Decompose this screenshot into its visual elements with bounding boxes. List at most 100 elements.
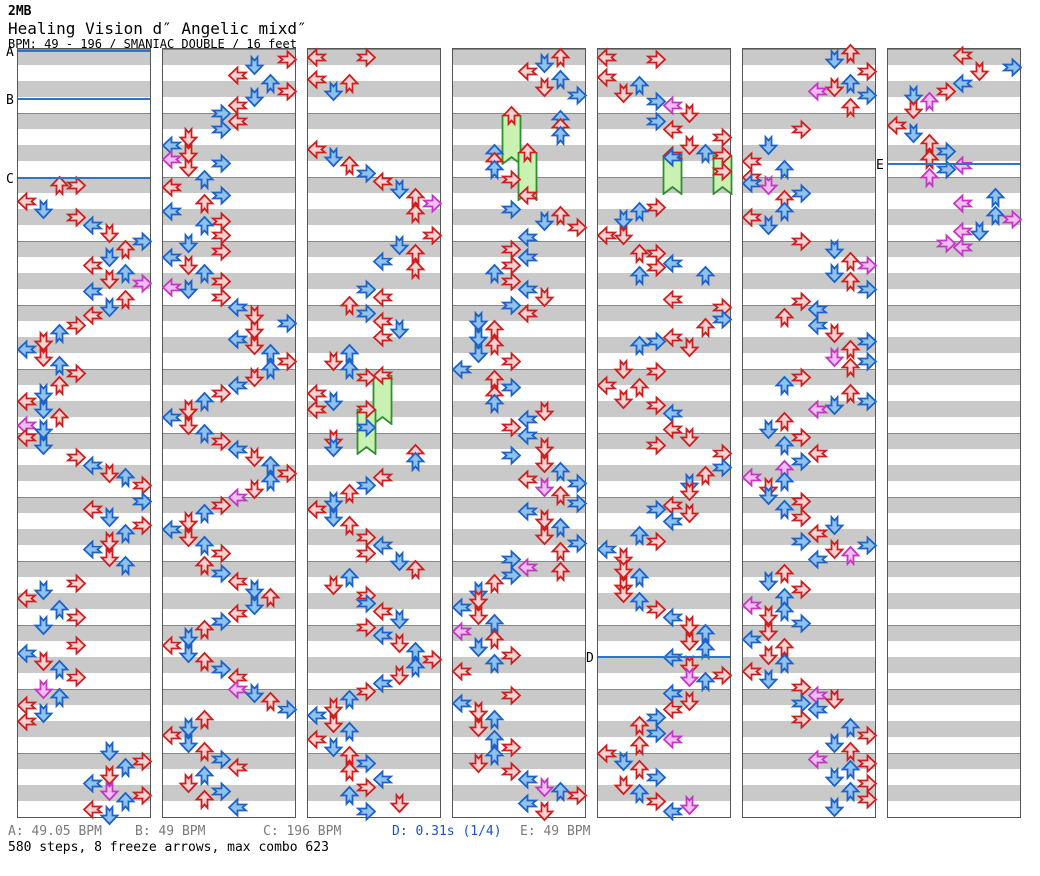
arrow-down-icon bbox=[32, 382, 54, 404]
arrow-down-icon bbox=[467, 716, 489, 738]
arrow-up-icon bbox=[840, 545, 861, 567]
arrow-up-icon bbox=[115, 555, 136, 577]
arrow-up-icon bbox=[629, 735, 650, 757]
arrow-down-icon bbox=[467, 310, 489, 332]
arrow-right-icon bbox=[131, 515, 153, 536]
arrow-left-icon bbox=[306, 139, 328, 160]
arrow-up-icon bbox=[695, 317, 716, 339]
arrow-down-icon bbox=[533, 436, 555, 458]
arrow-right-icon bbox=[65, 315, 87, 336]
arrow-left-icon bbox=[372, 467, 394, 488]
arrow-down-icon bbox=[823, 48, 845, 70]
arrow-down-icon bbox=[533, 800, 555, 822]
arrow-up-icon bbox=[115, 289, 136, 311]
arrow-left-icon bbox=[227, 797, 249, 818]
arrow-down-icon bbox=[388, 608, 410, 630]
arrow-up-icon bbox=[629, 265, 650, 287]
arrow-right-icon bbox=[276, 463, 298, 484]
arrow-right-icon bbox=[790, 531, 812, 552]
bpm-marker-line-E bbox=[888, 163, 1020, 165]
arrow-up-icon bbox=[484, 335, 505, 357]
arrow-down-icon bbox=[467, 604, 489, 626]
arrow-up-icon bbox=[339, 483, 360, 505]
arrow-left-icon bbox=[741, 151, 763, 172]
arrow-down-icon bbox=[32, 434, 54, 456]
arrow-up-icon bbox=[840, 339, 861, 361]
arrow-down-icon bbox=[678, 426, 700, 448]
arrow-left-icon bbox=[82, 215, 104, 236]
arrow-left-icon bbox=[741, 207, 763, 228]
arrow-up-icon bbox=[550, 205, 571, 227]
arrow-up-icon bbox=[405, 259, 426, 281]
arrow-left-icon bbox=[662, 147, 684, 168]
arrow-left-icon bbox=[886, 115, 908, 136]
arrow-up-icon bbox=[695, 465, 716, 487]
step-panel-5 bbox=[596, 47, 732, 822]
arrow-up-icon bbox=[115, 467, 136, 489]
arrow-down-icon bbox=[32, 398, 54, 420]
arrow-left-icon bbox=[306, 69, 328, 90]
arrow-up-icon bbox=[194, 423, 215, 445]
arrow-down-icon bbox=[98, 506, 120, 528]
arrow-up-icon bbox=[484, 653, 505, 675]
arrow-left-icon bbox=[517, 279, 539, 300]
arrow-up-icon bbox=[840, 43, 861, 65]
arrow-down-icon bbox=[322, 350, 344, 372]
arrow-up-icon bbox=[339, 689, 360, 711]
arrow-down-icon bbox=[243, 334, 265, 356]
arrow-left-icon bbox=[662, 699, 684, 720]
arrow-up-icon bbox=[629, 335, 650, 357]
arrow-down-icon bbox=[757, 620, 779, 642]
arrow-left-icon bbox=[662, 403, 684, 424]
arrow-up-icon bbox=[49, 323, 70, 345]
arrow-right-icon bbox=[500, 445, 522, 466]
arrow-down-icon bbox=[32, 418, 54, 440]
arrow-down-icon bbox=[823, 538, 845, 560]
arrow-down-icon bbox=[98, 764, 120, 786]
arrow-down-icon bbox=[98, 222, 120, 244]
arrow-down-icon bbox=[177, 398, 199, 420]
arrow-left-icon bbox=[227, 571, 249, 592]
arrow-left-icon bbox=[596, 67, 618, 88]
arrow-up-icon bbox=[405, 559, 426, 581]
arrow-right-icon bbox=[355, 753, 377, 774]
arrow-down-icon bbox=[533, 286, 555, 308]
arrow-down-icon bbox=[177, 642, 199, 664]
arrow-up-icon bbox=[840, 271, 861, 293]
arrow-down-icon bbox=[678, 102, 700, 124]
arrow-right-icon bbox=[355, 417, 377, 438]
arrow-up-icon bbox=[919, 91, 940, 113]
arrow-left-icon bbox=[161, 519, 183, 540]
arrow-down-icon bbox=[902, 122, 924, 144]
arrow-right-icon bbox=[566, 473, 588, 494]
arrow-right-icon bbox=[645, 791, 667, 812]
arrow-down-icon bbox=[533, 210, 555, 232]
arrow-down-icon bbox=[388, 178, 410, 200]
arrow-up-icon bbox=[695, 671, 716, 693]
arrow-up-icon bbox=[339, 745, 360, 767]
arrow-right-icon bbox=[65, 175, 87, 196]
arrow-down-icon bbox=[612, 582, 634, 604]
steps-summary: 580 steps, 8 freeze arrows, max combo 62… bbox=[8, 840, 329, 855]
arrow-down-icon bbox=[533, 76, 555, 98]
arrow-up-icon bbox=[695, 265, 716, 287]
arrow-left-icon bbox=[596, 743, 618, 764]
arrow-left-icon bbox=[517, 61, 539, 82]
arrow-up-icon bbox=[484, 369, 505, 391]
arrow-left-icon bbox=[741, 629, 763, 650]
arrow-down-icon bbox=[467, 752, 489, 774]
bpm-section-label-B: B: 49 BPM bbox=[135, 824, 206, 839]
arrow-right-icon bbox=[790, 507, 812, 528]
arrow-right-icon bbox=[645, 531, 667, 552]
arrow-down-icon bbox=[678, 480, 700, 502]
arrow-down-icon bbox=[823, 732, 845, 754]
arrow-up-icon bbox=[840, 97, 861, 119]
arrow-right-icon bbox=[500, 377, 522, 398]
arrow-right-icon bbox=[566, 533, 588, 554]
bpm-marker-label-A: A bbox=[6, 45, 14, 60]
arrow-up-icon bbox=[194, 741, 215, 763]
step-panel-7 bbox=[886, 45, 1022, 818]
arrow-right-icon bbox=[645, 197, 667, 218]
arrow-up-icon bbox=[774, 637, 795, 659]
arrow-right-icon bbox=[355, 593, 377, 614]
